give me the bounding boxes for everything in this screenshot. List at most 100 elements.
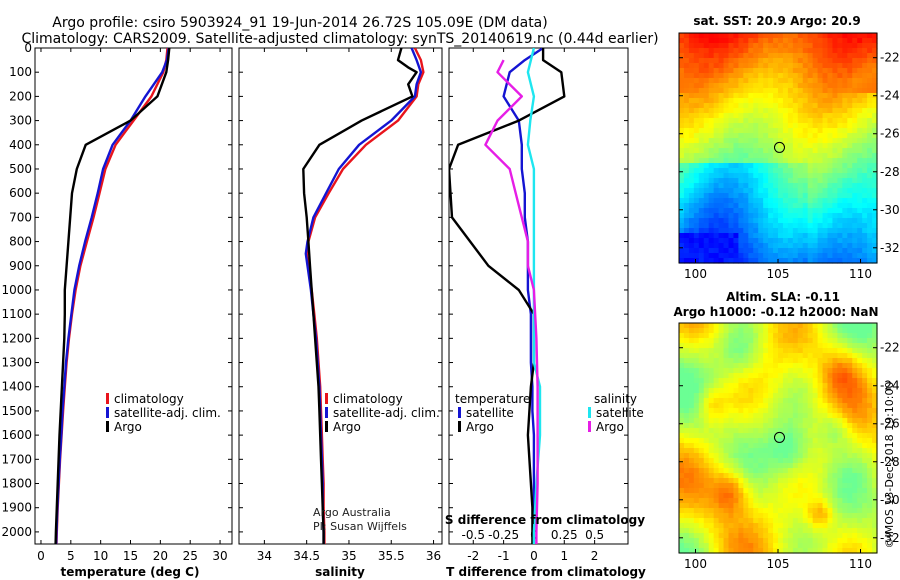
heatmap-cell [743, 428, 749, 434]
heatmap-cell [837, 173, 843, 179]
heatmap-cell [703, 248, 710, 254]
heatmap-cell [837, 488, 843, 494]
heatmap-cell [787, 198, 794, 204]
heatmap-cell [768, 508, 774, 514]
heatmap-cell [723, 183, 730, 189]
heatmap-cell [852, 503, 858, 509]
heatmap-cell [708, 458, 715, 464]
heatmap-cell [797, 233, 804, 239]
heatmap-cell [683, 43, 690, 49]
heatmap-cell [708, 468, 715, 474]
heatmap-cell [852, 358, 858, 364]
heatmap-cell [763, 383, 769, 389]
heatmap-cell [738, 463, 744, 469]
heatmap-cell [773, 428, 779, 434]
heatmap-cell [768, 438, 774, 444]
heatmap-cell [688, 508, 695, 514]
heatmap-cell [862, 338, 868, 344]
heatmap-cell [852, 133, 858, 139]
heatmap-cell [773, 88, 779, 94]
heatmap-cell [867, 118, 873, 124]
heatmap-cell [842, 458, 848, 464]
heatmap-cell [723, 138, 730, 144]
heatmap-cell [733, 83, 739, 89]
heatmap-cell [723, 253, 730, 259]
heatmap-cell [718, 493, 725, 499]
heatmap-cell [713, 328, 720, 334]
heatmap-cell [773, 218, 779, 224]
heatmap-cell [679, 248, 685, 254]
heatmap-cell [822, 153, 829, 159]
heatmap-cell [827, 388, 834, 394]
heatmap-cell [812, 543, 819, 549]
heatmap-cell [728, 138, 735, 144]
heatmap-cell [867, 408, 873, 414]
heatmap-cell [763, 413, 769, 419]
heatmap-cell [743, 228, 749, 234]
heatmap-cell [743, 188, 749, 194]
heatmap-cell [797, 383, 804, 389]
heatmap-cell [723, 73, 730, 79]
heatmap-cell [787, 78, 794, 84]
heatmap-cell [758, 548, 764, 554]
heatmap-cell [768, 363, 774, 369]
heatmap-cell [812, 228, 819, 234]
heatmap-cell [807, 393, 814, 399]
heatmap-cell [768, 473, 774, 479]
heatmap-cell [743, 368, 749, 374]
heatmap-cell [792, 123, 799, 129]
heatmap-cell [718, 243, 725, 249]
heatmap-cell [768, 253, 774, 259]
heatmap-cell [817, 88, 824, 94]
heatmap-cell [832, 433, 838, 439]
heatmap-cell [832, 408, 838, 414]
heatmap-cell [723, 328, 730, 334]
heatmap-cell [817, 53, 824, 59]
heatmap-cell [867, 483, 873, 489]
heatmap-cell [768, 118, 774, 124]
heatmap-cell [852, 488, 858, 494]
heatmap-cell [832, 88, 838, 94]
heatmap-cell [787, 458, 794, 464]
heatmap-cell [733, 98, 739, 104]
heatmap-cell [822, 343, 829, 349]
heatmap-cell [768, 408, 774, 414]
heatmap-cell [862, 448, 868, 454]
heatmap-cell [733, 348, 739, 354]
heatmap-cell [713, 73, 720, 79]
heatmap-cell [743, 378, 749, 384]
heatmap-cell [792, 548, 799, 554]
heatmap-cell [842, 463, 848, 469]
heatmap-cell [763, 533, 769, 539]
heatmap-cell [693, 138, 700, 144]
heatmap-cell [797, 498, 804, 504]
heatmap-cell [812, 83, 819, 89]
heatmap-cell [753, 243, 759, 249]
heatmap-cell [688, 48, 695, 54]
heatmap-cell [703, 478, 710, 484]
heatmap-cell [872, 133, 878, 139]
heatmap-cell [713, 453, 720, 459]
heatmap-cell [802, 243, 809, 249]
heatmap-cell [778, 123, 784, 129]
heatmap-cell [787, 108, 794, 114]
heatmap-cell [827, 458, 834, 464]
legend-label-argo: Argo [114, 420, 142, 434]
heatmap-cell [842, 473, 848, 479]
heatmap-cell [807, 178, 814, 184]
heatmap-cell [807, 408, 814, 414]
heatmap-cell [778, 128, 784, 134]
heatmap-cell [862, 108, 868, 114]
heatmap-cell [827, 198, 834, 204]
heatmap-cell [822, 348, 829, 354]
heatmap-cell [817, 113, 824, 119]
x-tick-label: 36 [426, 549, 441, 563]
heatmap-cell [763, 448, 769, 454]
heatmap-cell [862, 223, 868, 229]
heatmap-cell [792, 133, 799, 139]
heatmap-cell [733, 353, 739, 359]
heatmap-cell [778, 493, 784, 499]
heatmap-cell [693, 508, 700, 514]
heatmap-cell [857, 388, 863, 394]
heatmap-cell [728, 53, 735, 59]
